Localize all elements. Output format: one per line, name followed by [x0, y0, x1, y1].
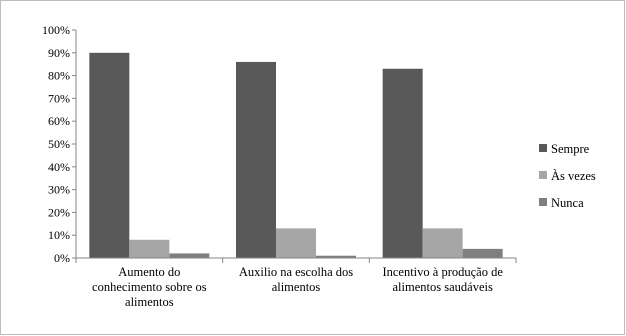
legend-swatch	[539, 171, 547, 179]
bar-nunca-2	[462, 248, 503, 258]
bar-nunca-1	[316, 255, 356, 258]
x-category-label: alimentos	[272, 280, 321, 294]
bar-sempre-0	[89, 52, 130, 258]
bar--s-vezes-0	[129, 239, 170, 258]
y-tick-label: 70%	[48, 91, 70, 105]
y-tick-label: 30%	[48, 183, 70, 197]
x-category-label: alimentos	[125, 295, 174, 309]
x-category-label: alimentos saudáveis	[393, 280, 493, 294]
legend-label: Nunca	[551, 196, 584, 210]
y-tick-label: 90%	[48, 46, 70, 60]
y-tick-label: 50%	[48, 137, 70, 151]
x-category-label: Incentivo à produção de	[382, 265, 503, 279]
legend-swatch	[539, 144, 547, 152]
y-tick-label: 60%	[48, 114, 70, 128]
x-category-label: Aumento do	[118, 265, 180, 279]
bar-sempre-2	[382, 68, 423, 258]
y-tick-label: 80%	[48, 69, 70, 83]
y-tick-label: 40%	[48, 160, 70, 174]
y-tick-label: 0%	[54, 251, 70, 265]
x-category-label: conhecimento sobre os	[92, 280, 207, 294]
y-tick-label: 20%	[48, 205, 70, 219]
legend: Sempre Às vezes Nunca	[539, 142, 596, 210]
legend-label: Às vezes	[551, 169, 596, 183]
bars	[89, 52, 503, 258]
y-tick-label: 100%	[42, 23, 70, 37]
y-tick-label: 10%	[48, 228, 70, 242]
bar--s-vezes-2	[422, 228, 463, 258]
legend-swatch	[539, 198, 547, 206]
legend-label: Sempre	[551, 142, 590, 156]
bar--s-vezes-1	[276, 228, 316, 258]
x-category-label: Auxilio na escolha dos	[239, 265, 353, 279]
y-axis: 0% 10% 20% 30% 40% 50% 60% 70% 80% 90% 100%	[42, 23, 77, 265]
bar-nunca-0	[169, 253, 210, 258]
bar-sempre-1	[236, 61, 276, 258]
